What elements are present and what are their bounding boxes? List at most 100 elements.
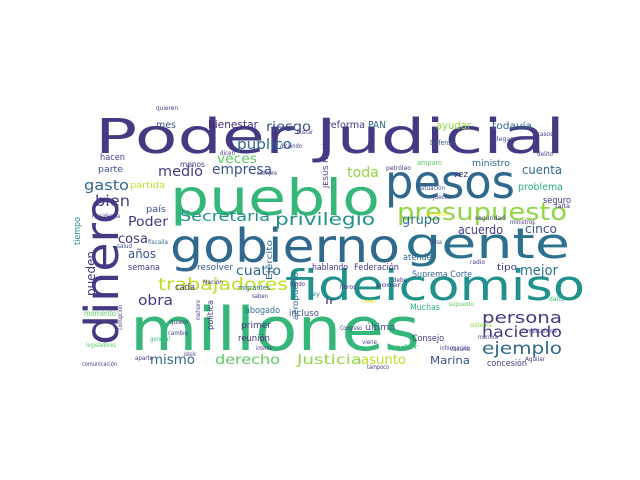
word-quieren: quieren bbox=[156, 105, 178, 112]
word-dano: daño bbox=[549, 296, 564, 303]
word-muchas: Muchas bbox=[410, 303, 440, 313]
word-riesgo: riesgo bbox=[266, 120, 311, 135]
word-incluso: incluso bbox=[289, 309, 319, 319]
word-marina: Marina bbox=[430, 354, 470, 367]
word-pan: PAN bbox=[368, 120, 386, 131]
word-ministros: ministros bbox=[510, 219, 535, 226]
word-general: general bbox=[150, 336, 170, 343]
word-mejor: mejor bbox=[520, 263, 558, 279]
word-nacion: Nación bbox=[203, 279, 223, 286]
word-empresa: empresa bbox=[212, 162, 272, 178]
word-toda: toda bbox=[347, 165, 379, 181]
word-saben: saben bbox=[252, 293, 268, 300]
word-comunicacion: comunicación bbox=[82, 361, 117, 368]
word-secretaria: Secretaría bbox=[180, 209, 270, 225]
word-grupo: grupo bbox=[402, 213, 440, 228]
word-concesion: concesión bbox=[487, 358, 527, 369]
word-bien: bien bbox=[95, 192, 130, 210]
word-informacion: información bbox=[440, 345, 470, 352]
word-publico: público bbox=[237, 137, 292, 153]
word-ministro: ministro bbox=[472, 159, 511, 169]
word-ir: ir bbox=[325, 297, 335, 307]
word-cada: cada bbox=[175, 283, 195, 293]
word-buscar: buscar bbox=[297, 129, 313, 136]
word-veces: veces bbox=[217, 152, 257, 167]
word-petroleo: petróleo bbox=[386, 165, 411, 172]
word-tipo: tipo bbox=[497, 263, 518, 273]
word-parte: parte bbox=[98, 165, 123, 175]
word-persona: persona bbox=[482, 308, 562, 327]
word-politica: política bbox=[206, 300, 215, 330]
word-defensa: Defensa bbox=[430, 139, 455, 147]
word-aguilar: Aguilar bbox=[525, 356, 545, 363]
word-aparte: aparte bbox=[135, 355, 153, 362]
word-problema: problema bbox=[518, 182, 563, 193]
word-presidencia: Presidencia bbox=[92, 213, 120, 220]
word-menos: menos bbox=[180, 160, 205, 169]
word-dije: población bbox=[184, 351, 196, 358]
word-jesus-ramirez: JESÚS RAMÍREZ bbox=[321, 128, 330, 189]
word-interes: machismo bbox=[195, 300, 202, 320]
word-haciendo: haciendo bbox=[482, 323, 562, 341]
word-obra: obra bbox=[138, 293, 173, 309]
word-cuenta: cuenta bbox=[522, 163, 562, 177]
word-completamente: completamente bbox=[522, 328, 557, 335]
word-ley: ley bbox=[310, 291, 320, 298]
word-privilegio: privilegio bbox=[275, 210, 375, 230]
word-cuatro: cuatro bbox=[236, 264, 281, 279]
word-cinco: cinco bbox=[525, 222, 557, 236]
word-resolver: resolver bbox=[197, 263, 233, 273]
word-fiscalia: fiscalía bbox=[148, 239, 168, 246]
word-seguridad: seguridad bbox=[475, 215, 505, 222]
word-pais: país bbox=[146, 205, 166, 215]
word-legisladores: legisladores bbox=[86, 342, 116, 349]
word-mes: mes bbox=[156, 120, 176, 131]
word-congreso: Congreso bbox=[340, 325, 362, 332]
word-reforma: reforma bbox=[327, 120, 365, 131]
word-pueden: pueden bbox=[84, 251, 98, 296]
word-pueblo: pueblo bbox=[170, 169, 380, 227]
word-asunto: asunto bbox=[361, 353, 406, 368]
word-cambio: cambio bbox=[168, 330, 188, 337]
big-words: Poder Judicial pueblo pesos gobierno gen… bbox=[73, 105, 585, 371]
word-vez: vez bbox=[453, 170, 468, 180]
word-caso: caso bbox=[362, 298, 376, 305]
word-amparo: amparo bbox=[417, 159, 442, 167]
word-todavia: todavía bbox=[492, 120, 532, 132]
word-gente: gente bbox=[405, 219, 570, 268]
word-abogado: abogado bbox=[245, 306, 280, 316]
word-gasto: gasto bbox=[84, 178, 129, 194]
word-momento: momento bbox=[84, 309, 116, 318]
word-fondo: fondo bbox=[290, 281, 305, 288]
word-cosa: cosa bbox=[118, 232, 148, 247]
word-hacen: hacen bbox=[100, 153, 125, 163]
word-libros: libros bbox=[340, 284, 356, 291]
word-primer: primer bbox=[241, 321, 271, 331]
word-pasa: pasa bbox=[430, 239, 442, 246]
word-fideicomiso: fideicomiso bbox=[285, 261, 585, 310]
word-anos: años bbox=[128, 247, 156, 261]
word-dinero: dinero bbox=[75, 195, 129, 345]
word-ejemplo: ejemplo bbox=[482, 339, 562, 359]
word-radio: radio bbox=[470, 259, 485, 266]
word-consejo: Consejo bbox=[412, 334, 444, 344]
word-poner: interés bbox=[256, 345, 272, 352]
word-tiempo: tiempo bbox=[73, 217, 83, 245]
word-aeropuerto: aeropuerto bbox=[291, 272, 300, 320]
word-mismo: mismo bbox=[150, 353, 195, 368]
word-siempre: siempre bbox=[257, 170, 277, 177]
word-supuesto: supuesto bbox=[449, 301, 474, 308]
word-diciendo: diciendo bbox=[280, 143, 302, 150]
word-trabajadores: trabajadores bbox=[158, 275, 288, 295]
word-ayudar: ayudar bbox=[436, 119, 471, 132]
word-derecho: derecho bbox=[215, 353, 280, 368]
word-atender: atender bbox=[403, 253, 435, 263]
word-salud: salud bbox=[117, 243, 132, 250]
word-jueces: jueces bbox=[432, 194, 451, 201]
word-falta: falta bbox=[555, 203, 570, 210]
word-reunion: reunión bbox=[238, 333, 270, 344]
word-vacuna: vacuna bbox=[450, 346, 470, 353]
word-migrantes: migrantes bbox=[238, 284, 270, 292]
word-hablando: hablando bbox=[312, 263, 348, 273]
